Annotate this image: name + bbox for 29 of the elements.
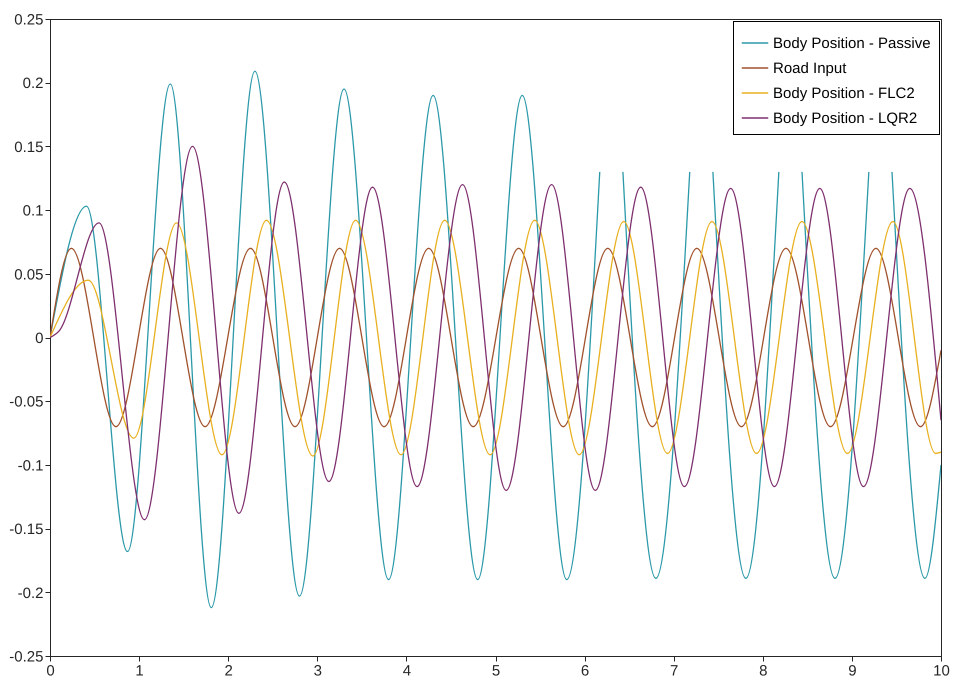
x-tick-label: 6 xyxy=(580,662,590,680)
y-tick-label: -0.2 xyxy=(18,584,44,602)
x-tick-label: 2 xyxy=(224,662,233,680)
y-tick-label: -0.05 xyxy=(9,394,44,411)
line-series xyxy=(50,220,941,457)
legend-label: Body Position - FLC2 xyxy=(773,85,915,102)
y-tick-label: -0.25 xyxy=(9,648,44,666)
x-tick-label: 10 xyxy=(933,662,950,680)
y-tick-label: 0.15 xyxy=(14,138,44,156)
y-tick-label: 0.25 xyxy=(14,12,44,28)
x-tick-label: 9 xyxy=(848,662,857,680)
x-tick-label: 7 xyxy=(670,662,678,680)
y-tick-label: 0.05 xyxy=(14,266,44,284)
line-series xyxy=(50,146,941,520)
legend-label: Body Position - LQR2 xyxy=(773,110,918,127)
x-tick-label: 4 xyxy=(402,662,412,680)
y-tick-label: 0.2 xyxy=(22,75,44,92)
line-series xyxy=(50,248,941,428)
x-tick-label: 0 xyxy=(46,662,55,680)
y-tick-label: -0.15 xyxy=(9,521,44,538)
x-tick-label: 3 xyxy=(314,662,322,680)
y-tick-label: 0 xyxy=(35,330,44,347)
x-tick-label: 5 xyxy=(492,662,500,680)
x-tick-label: 8 xyxy=(759,662,768,680)
y-tick-label: 0.1 xyxy=(22,202,44,220)
legend-label: Road Input xyxy=(773,60,848,77)
y-tick-label: -0.1 xyxy=(18,457,44,474)
x-tick-label: 1 xyxy=(135,662,144,680)
legend-label: Body Position - Passive xyxy=(773,35,931,52)
